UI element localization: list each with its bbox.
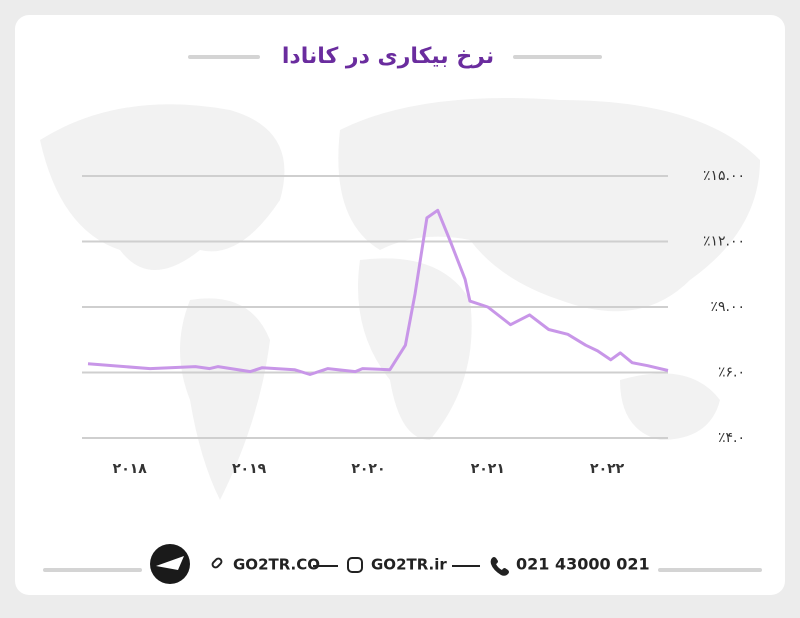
chart-title: نرخ بیکاری در کانادا <box>282 44 494 69</box>
instagram-icon <box>347 557 363 573</box>
y-tick-label: ٪۱۵.۰۰ <box>703 168 745 184</box>
instagram: GO2TR.ir <box>371 556 447 574</box>
plot: ٪۴.۰ ٪۶.۰ ٪۹.۰۰ ٪۱۲.۰۰ ٪۱۵.۰۰ ۲۰۱۸ ۲۰۱۹ ۲۰۲۰ ۲۰۲… <box>82 168 745 477</box>
website: GO2TR.CO <box>233 556 320 574</box>
y-tick-label: ٪۴.۰ <box>718 430 745 446</box>
x-tick-label: ۲۰۲۱ <box>471 461 505 477</box>
phone: 021 43000 021 <box>516 555 650 574</box>
data-line <box>87 208 669 376</box>
world-map-backdrop <box>40 98 760 500</box>
x-tick-label: ۲۰۱۸ <box>113 461 148 477</box>
link-icon <box>211 557 223 569</box>
y-tick-label: ٪۹.۰۰ <box>710 299 745 315</box>
phone-icon <box>490 557 509 576</box>
x-tick-label: ۲۰۲۰ <box>351 461 385 477</box>
y-tick-label: ٪۱۲.۰۰ <box>703 234 745 250</box>
x-tick-label: ۲۰۲۲ <box>590 461 625 477</box>
x-tick-label: ۲۰۱۹ <box>232 461 267 477</box>
logo <box>150 544 190 584</box>
y-tick-label: ٪۶.۰ <box>718 365 745 381</box>
